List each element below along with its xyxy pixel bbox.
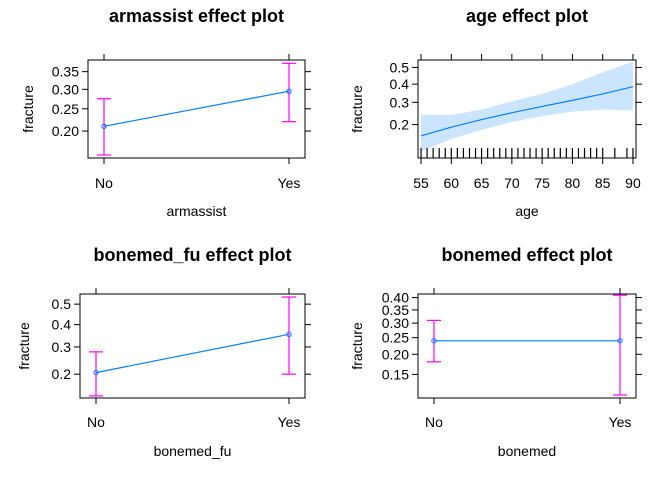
- x-tick-label: Yes: [278, 175, 301, 191]
- panel-title: bonemed effect plot: [441, 245, 612, 265]
- error-bar: [97, 98, 111, 156]
- x-tick-label: Yes: [609, 414, 632, 430]
- y-tick-label: 0.4: [52, 317, 72, 333]
- y-tick-label: 0.3: [52, 339, 72, 355]
- y-tick-label: 0.20: [52, 123, 79, 139]
- y-tick-label: 0.15: [382, 366, 409, 382]
- x-tick-label: 75: [534, 175, 550, 191]
- y-axis-label: fracture: [349, 322, 365, 370]
- effect-line: [95, 333, 290, 374]
- effect-point: [93, 369, 99, 376]
- x-tick-label: Yes: [278, 414, 301, 430]
- error-bar: [613, 294, 627, 396]
- effect-point: [431, 338, 437, 344]
- panel-title: age effect plot: [466, 6, 588, 26]
- y-tick-label: 0.2: [52, 366, 72, 382]
- x-tick-label: 65: [474, 175, 490, 191]
- effect-panel-2: age effect plot 0.2 0.3 0.40.5 55 60 65 70 75 80 8…: [349, 6, 642, 219]
- y-tick-label: 0.35: [52, 64, 79, 80]
- y-tick-label: 0.25: [52, 101, 79, 117]
- x-axis-label: armassist: [167, 203, 227, 219]
- x-tick-label: 80: [565, 175, 581, 191]
- effect-panel-4: bonemed effect plot 0.15 0.200.250.300.350…: [349, 245, 642, 459]
- effect-point: [286, 331, 292, 338]
- panel-frame: [79, 293, 306, 399]
- panel-title: armassist effect plot: [109, 6, 284, 26]
- confidence-band: [421, 61, 633, 152]
- y-tick-label: 0.5: [52, 296, 72, 312]
- x-axis-label: bonemed: [498, 443, 556, 459]
- y-tick-label: 0.3: [390, 94, 410, 110]
- x-axis-label: age: [515, 203, 539, 219]
- x-tick-label: 85: [595, 175, 611, 191]
- error-bar: [282, 296, 296, 375]
- y-tick-label: 0.30: [52, 81, 79, 97]
- y-tick-label: 0.4: [390, 76, 410, 92]
- x-axis-label: bonemed_fu: [154, 443, 232, 459]
- y-axis-label: fracture: [16, 322, 32, 370]
- x-tick-label: 70: [504, 175, 520, 191]
- y-tick-label: 0.35: [382, 302, 409, 318]
- effect-point: [101, 123, 107, 129]
- y-tick-label: 0.40: [382, 290, 409, 306]
- effect-line: [420, 86, 634, 137]
- y-tick-label: 0.5: [390, 59, 410, 75]
- y-tick-label: 0.25: [382, 330, 409, 346]
- effect-point: [286, 88, 292, 94]
- y-axis-label: fracture: [349, 85, 365, 133]
- x-tick-label: 90: [625, 175, 641, 191]
- x-tick-label: 60: [444, 175, 460, 191]
- panel-frame: [417, 59, 637, 159]
- y-axis-label: fracture: [20, 85, 36, 133]
- effect-line: [103, 90, 290, 127]
- effect-point: [617, 338, 623, 344]
- error-bar: [282, 62, 296, 123]
- effect-panel-3: bonemed_fu effect plot 0.2 0.3 0.4 0.5 No Yes b…: [16, 245, 311, 459]
- effect-panel-1: armassist effect plot 0.20 0.25 0.300.35 No Y…: [20, 6, 311, 219]
- y-tick-label: 0.2: [390, 117, 410, 133]
- x-tick-label: No: [425, 414, 443, 430]
- x-tick-label: No: [87, 414, 105, 430]
- panel-frame: [417, 293, 637, 399]
- error-bar: [89, 351, 103, 397]
- panel-title: bonemed_fu effect plot: [93, 245, 291, 265]
- y-tick-label: 0.30: [382, 315, 409, 331]
- y-tick-label: 0.20: [382, 346, 409, 362]
- rug-marks: [420, 148, 634, 158]
- x-tick-label: No: [95, 175, 113, 191]
- x-tick-label: 55: [413, 175, 429, 191]
